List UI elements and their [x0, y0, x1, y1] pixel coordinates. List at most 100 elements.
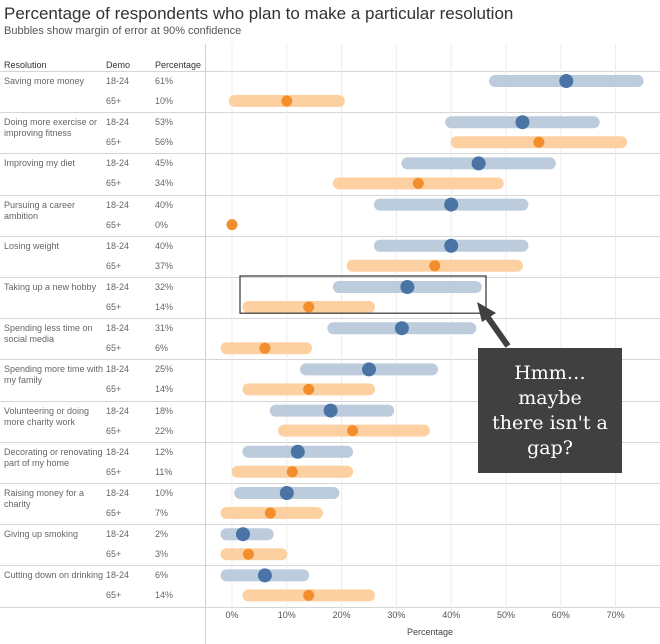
- resolution-column-header: Resolution: [4, 60, 47, 70]
- highlight-box: [239, 275, 487, 314]
- x-tick-label: 50%: [497, 610, 515, 620]
- percentage-label: 14%: [155, 384, 174, 395]
- data-point-65plus: [533, 136, 545, 148]
- data-point-65plus: [259, 342, 271, 354]
- demo-label: 18-24: [106, 529, 130, 540]
- data-point-18-24: [235, 527, 250, 542]
- percentage-label: 34%: [155, 178, 174, 189]
- resolution-label: Spending less time on social media: [4, 323, 93, 345]
- callout-annotation: Hmm… maybe there isn't a gap?: [478, 348, 622, 473]
- percentage-label: 40%: [155, 240, 174, 251]
- data-point-18-24: [279, 486, 294, 500]
- row-divider: [0, 524, 660, 526]
- demo-label: 65+: [106, 590, 122, 601]
- x-tick-label: 70%: [607, 610, 625, 620]
- percentage-label: 6%: [155, 343, 169, 354]
- demo-label: 65+: [106, 508, 122, 518]
- percentage-label: 14%: [155, 590, 174, 601]
- data-point-18-24: [400, 280, 415, 294]
- percentage-label: 0%: [155, 219, 169, 230]
- resolution-label: Losing weight: [4, 240, 60, 251]
- percentage-label: 7%: [155, 508, 169, 518]
- demo-label: 65+: [106, 549, 122, 560]
- data-point-18-24: [394, 321, 409, 336]
- resolution-label: Improving my diet: [4, 158, 76, 169]
- demo-label: 18-24: [106, 117, 130, 128]
- data-point-18-24: [257, 568, 272, 583]
- row-divider: [0, 483, 660, 484]
- percentage-column-header: Percentage: [155, 60, 202, 70]
- percentage-label: 2%: [155, 529, 169, 540]
- resolution-label: Raising money for a charity: [4, 488, 85, 509]
- x-tick-label: 60%: [552, 610, 570, 620]
- callout-arrow-head: [477, 302, 496, 322]
- data-point-18-24: [290, 444, 305, 459]
- demo-label: 18-24: [106, 282, 130, 292]
- row-divider: [0, 606, 660, 608]
- demo-label: 65+: [106, 178, 122, 189]
- resolution-label: Pursuing a career ambition: [4, 199, 76, 221]
- row-divider: [0, 565, 660, 567]
- data-point-65plus: [242, 548, 254, 560]
- data-point-18-24: [362, 362, 376, 377]
- row-divider: [0, 400, 660, 402]
- demo-label: 65+: [106, 137, 122, 148]
- row-divider: [0, 153, 660, 155]
- demo-label: 18-24: [106, 240, 130, 251]
- x-tick-label: 0%: [225, 610, 238, 620]
- percentage-label: 6%: [155, 570, 169, 581]
- demo-label: 65+: [106, 425, 122, 436]
- data-point-18-24: [444, 197, 459, 212]
- demo-label: 18-24: [106, 570, 130, 581]
- data-point-18-24: [323, 403, 338, 418]
- data-point-65plus: [303, 383, 315, 395]
- percentage-label: 61%: [155, 76, 174, 86]
- percentage-label: 45%: [155, 158, 174, 169]
- data-point-18-24: [444, 238, 459, 253]
- percentage-label: 22%: [155, 425, 174, 436]
- percentage-label: 25%: [155, 364, 174, 375]
- percentage-label: 10%: [155, 96, 174, 106]
- row-divider: [0, 112, 660, 114]
- resolution-label: Spending more time with my family: [4, 364, 104, 386]
- percentage-label: 14%: [155, 302, 174, 312]
- resolution-label: Doing more exercise or improving fitness: [4, 117, 98, 139]
- percentage-label: 40%: [155, 199, 174, 210]
- demo-label: 65+: [106, 466, 122, 477]
- percentage-label: 37%: [155, 260, 174, 271]
- x-axis-label: Percentage: [406, 627, 454, 637]
- data-point-65plus: [303, 589, 315, 601]
- data-point-65plus: [429, 260, 441, 272]
- data-point-65plus: [281, 95, 293, 107]
- percentage-label: 12%: [155, 446, 174, 457]
- demo-label: 18-24: [106, 199, 130, 210]
- row-divider: [0, 441, 660, 443]
- resolution-label: Taking up a new hobby: [4, 282, 97, 292]
- demo-label: 18-24: [106, 76, 130, 86]
- row-divider: [0, 235, 660, 237]
- data-point-65plus: [412, 177, 424, 189]
- demo-label: 65+: [106, 219, 122, 230]
- data-point-65plus: [264, 507, 276, 519]
- percentage-label: 32%: [155, 282, 174, 292]
- data-point-18-24: [559, 74, 574, 88]
- data-point-65plus: [286, 466, 298, 478]
- demo-column-header: Demo: [106, 60, 131, 70]
- percentage-label: 3%: [155, 549, 169, 560]
- resolution-label: Cutting down on drinking: [4, 570, 104, 581]
- demo-label: 65+: [106, 302, 122, 312]
- header-divider: [0, 71, 660, 72]
- data-point-18-24: [471, 156, 486, 171]
- data-point-65plus: [303, 301, 315, 313]
- demo-label: 18-24: [106, 446, 130, 457]
- percentage-label: 10%: [155, 488, 174, 498]
- row-divider: [0, 277, 660, 278]
- demo-label: 65+: [106, 96, 122, 106]
- percentage-label: 56%: [155, 137, 174, 148]
- percentage-label: 31%: [155, 323, 174, 334]
- data-point-18-24: [515, 115, 530, 130]
- data-point-65plus: [347, 425, 359, 437]
- demo-label: 65+: [106, 343, 122, 354]
- demo-label: 65+: [106, 260, 122, 271]
